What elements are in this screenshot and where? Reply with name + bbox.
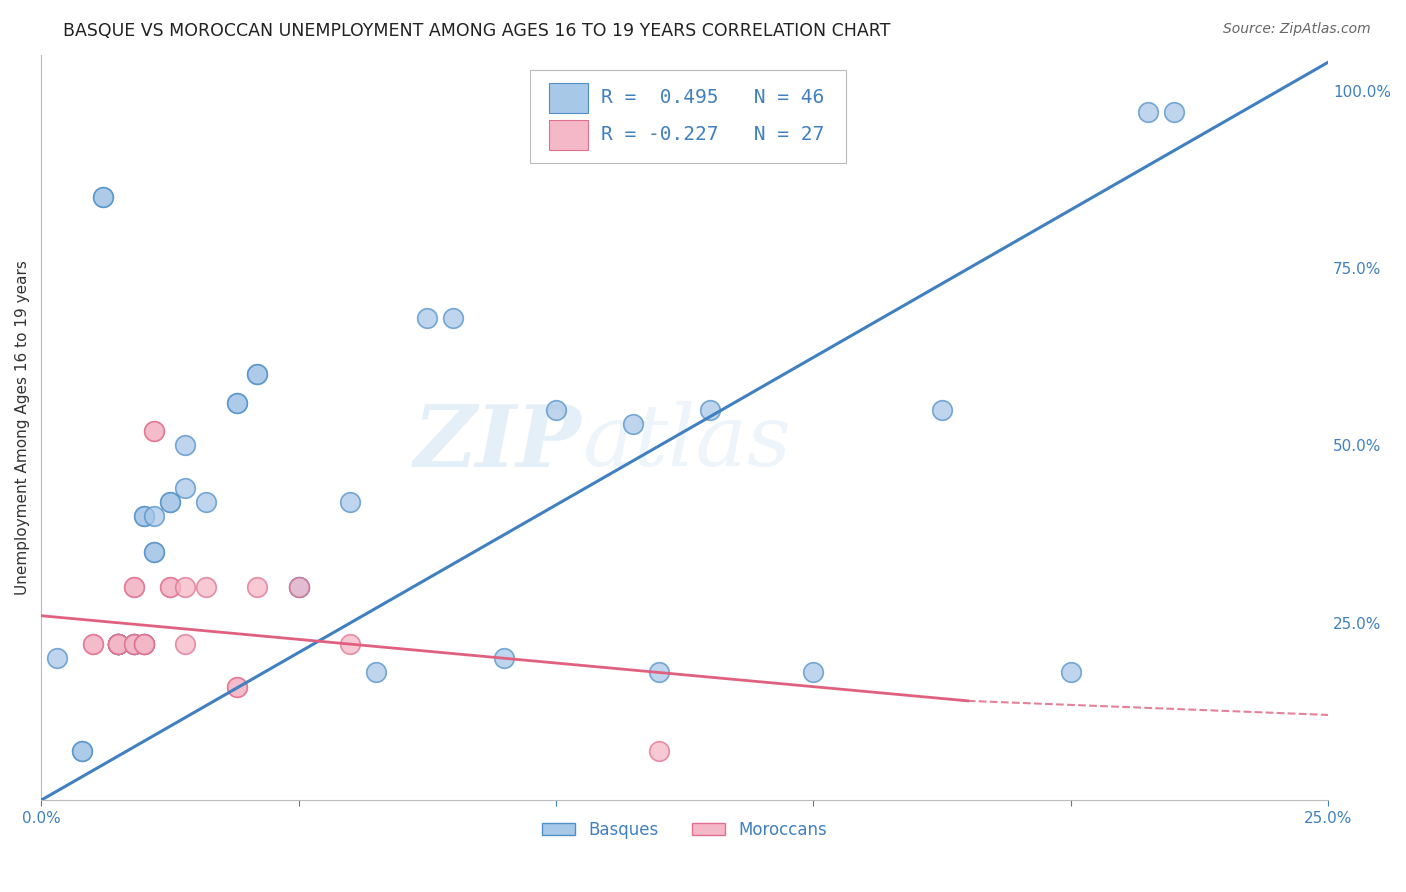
Point	[494, 651, 516, 665]
Point	[72, 743, 94, 757]
Point	[159, 495, 181, 509]
Point	[91, 190, 114, 204]
Point	[441, 310, 464, 325]
Point	[416, 310, 439, 325]
Point	[699, 403, 721, 417]
Point	[82, 637, 104, 651]
Point	[246, 368, 269, 382]
Point	[225, 396, 247, 410]
Point	[122, 637, 145, 651]
Text: ZIP: ZIP	[413, 401, 582, 484]
Point	[82, 637, 104, 651]
Point	[122, 637, 145, 651]
Point	[621, 417, 644, 431]
Text: BASQUE VS MOROCCAN UNEMPLOYMENT AMONG AGES 16 TO 19 YEARS CORRELATION CHART: BASQUE VS MOROCCAN UNEMPLOYMENT AMONG AG…	[63, 22, 890, 40]
Point	[122, 580, 145, 594]
Point	[107, 637, 129, 651]
Text: atlas: atlas	[582, 401, 790, 483]
Point	[132, 637, 155, 651]
Point	[159, 580, 181, 594]
Point	[931, 403, 953, 417]
Point	[45, 651, 67, 665]
Point	[1060, 665, 1083, 680]
Point	[544, 403, 567, 417]
Point	[122, 637, 145, 651]
Point	[225, 396, 247, 410]
Text: R =  0.495   N = 46: R = 0.495 N = 46	[600, 88, 824, 107]
Point	[143, 545, 166, 559]
Bar	[550, 83, 588, 112]
Point	[132, 637, 155, 651]
Point	[107, 637, 129, 651]
Y-axis label: Unemployment Among Ages 16 to 19 years: Unemployment Among Ages 16 to 19 years	[15, 260, 30, 595]
Point	[132, 637, 155, 651]
Point	[287, 580, 309, 594]
Point	[143, 424, 166, 438]
Point	[132, 637, 155, 651]
Point	[91, 190, 114, 204]
Point	[287, 580, 309, 594]
Point	[143, 509, 166, 524]
Point	[339, 495, 361, 509]
Point	[122, 580, 145, 594]
Point	[246, 368, 269, 382]
Point	[225, 680, 247, 694]
Point	[122, 637, 145, 651]
Point	[174, 580, 197, 594]
Legend: Basques, Moroccans: Basques, Moroccans	[536, 814, 834, 846]
Text: R = -0.227   N = 27: R = -0.227 N = 27	[600, 126, 824, 145]
Point	[194, 580, 217, 594]
Point	[159, 495, 181, 509]
Point	[107, 637, 129, 651]
Point	[1163, 104, 1185, 119]
Point	[648, 665, 671, 680]
Point	[132, 509, 155, 524]
Text: Source: ZipAtlas.com: Source: ZipAtlas.com	[1223, 22, 1371, 37]
Point	[107, 637, 129, 651]
Point	[194, 495, 217, 509]
Point	[174, 481, 197, 495]
Point	[159, 580, 181, 594]
Bar	[550, 120, 588, 150]
Point	[174, 438, 197, 452]
Point	[143, 545, 166, 559]
Point	[246, 580, 269, 594]
Point	[648, 743, 671, 757]
Point	[1136, 104, 1159, 119]
Point	[107, 637, 129, 651]
Point	[107, 637, 129, 651]
Point	[132, 637, 155, 651]
Point	[107, 637, 129, 651]
Point	[801, 665, 824, 680]
Point	[339, 637, 361, 651]
FancyBboxPatch shape	[530, 70, 845, 163]
Point	[132, 509, 155, 524]
Point	[174, 637, 197, 651]
Point	[72, 743, 94, 757]
Point	[107, 637, 129, 651]
Point	[364, 665, 387, 680]
Point	[225, 680, 247, 694]
Point	[143, 424, 166, 438]
Point	[107, 637, 129, 651]
Point	[287, 580, 309, 594]
Point	[122, 637, 145, 651]
Point	[107, 637, 129, 651]
